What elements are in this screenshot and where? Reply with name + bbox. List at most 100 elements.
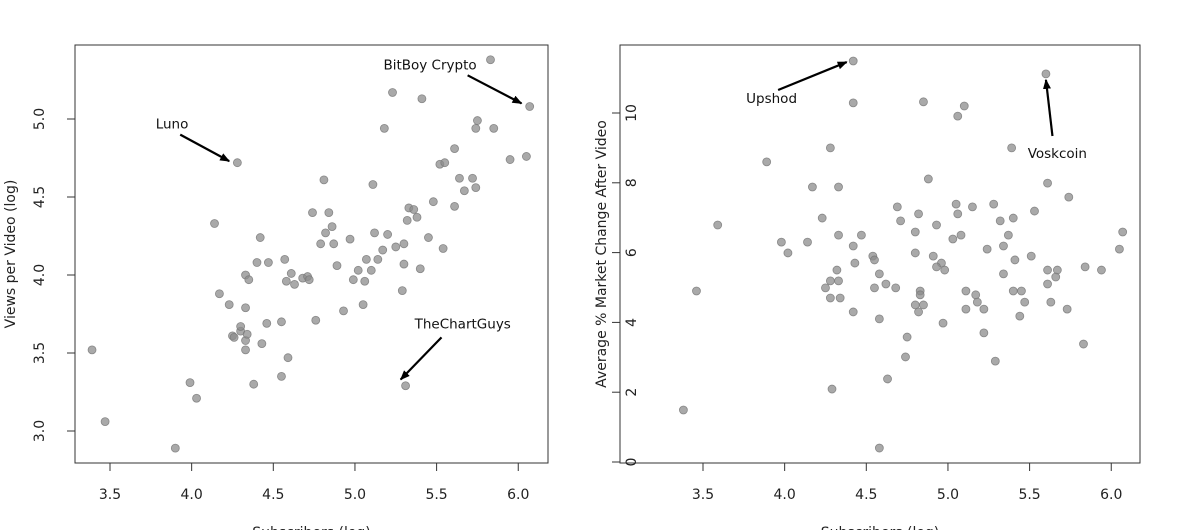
data-point [1010, 255, 1020, 265]
data-point [825, 276, 835, 286]
annotation-label: TheChartGuys [414, 316, 511, 332]
data-point [378, 245, 388, 255]
data-point [940, 265, 950, 275]
data-point [979, 304, 989, 314]
x-axis-label: Subscribers (log) [252, 525, 371, 530]
data-point [242, 329, 252, 339]
data-point [486, 55, 495, 65]
data-point [835, 293, 845, 303]
data-point [473, 116, 482, 125]
data-point [1079, 339, 1088, 349]
annotation-label: Upshod [746, 91, 797, 107]
data-point [834, 230, 843, 240]
data-point [290, 279, 299, 289]
data-point [450, 201, 459, 211]
data-point [185, 378, 195, 388]
x-tick-label: 5.0 [937, 487, 959, 503]
data-point [982, 244, 992, 254]
x-tick-label: 4.5 [855, 487, 877, 503]
data-point [304, 275, 314, 285]
data-point [914, 307, 923, 317]
data-point [324, 208, 334, 218]
data-point [1008, 286, 1018, 296]
data-point [762, 157, 772, 167]
data-point [264, 258, 273, 267]
data-point [883, 374, 892, 384]
data-point [1008, 213, 1018, 223]
data-point [229, 332, 239, 342]
data-point [468, 173, 477, 183]
data-point [870, 283, 879, 293]
data-point [1064, 192, 1074, 202]
data-point [170, 443, 180, 453]
x-tick-label: 6.0 [1100, 487, 1122, 503]
data-point [321, 228, 330, 238]
data-point [825, 293, 835, 303]
data-point [402, 215, 412, 225]
data-point [874, 314, 884, 324]
data-point [373, 254, 383, 264]
data-point [412, 212, 422, 222]
y-tick-label: 5.0 [32, 108, 48, 130]
data-point [388, 88, 397, 97]
data-point [971, 290, 981, 300]
views-vs-subscribers-panel: 3.5 4.0 4.5 5.0 5.5 6.0 3.0 3.5 4.0 4.5 5.0 Subscri… [3, 44, 549, 530]
data-point [932, 220, 941, 230]
annotation-arrow [467, 74, 523, 105]
data-point [848, 56, 858, 66]
annotation-arrow [399, 336, 443, 381]
data-point [370, 228, 379, 238]
data-point [848, 307, 858, 317]
y-tick-label: 4 [624, 318, 640, 327]
x-tick-label: 4.5 [262, 487, 284, 503]
data-point [391, 242, 401, 252]
data-point [999, 241, 1008, 251]
data-point [995, 216, 1005, 226]
data-point [923, 174, 933, 184]
annotation-label: Voskcoin [1028, 146, 1087, 162]
x-tick-label: 3.5 [99, 487, 121, 503]
data-point [215, 289, 224, 299]
x-tick-label: 5.5 [1018, 487, 1040, 503]
data-point [827, 384, 837, 394]
data-point [277, 371, 286, 381]
data-point [87, 345, 97, 355]
data-point [283, 353, 293, 363]
y-tick-label: 0 [624, 458, 640, 467]
data-point [953, 209, 963, 219]
data-point [832, 265, 842, 275]
data-point [834, 276, 843, 286]
data-point [281, 276, 291, 286]
data-point [192, 393, 201, 403]
annotation-arrow [1042, 78, 1054, 137]
data-point [505, 155, 515, 164]
data-point [241, 303, 250, 313]
data-point [316, 239, 326, 249]
data-point [999, 269, 1008, 279]
data-point [1043, 265, 1052, 275]
data-point [679, 405, 688, 415]
data-point [252, 258, 262, 267]
data-point [257, 339, 267, 349]
data-point [953, 111, 963, 121]
x-tick-label: 4.0 [181, 487, 203, 503]
annotation-arrow [777, 61, 848, 91]
y-tick-label: 3.0 [32, 420, 48, 442]
data-point [713, 220, 723, 230]
data-point [817, 213, 827, 223]
data-point [891, 283, 901, 293]
data-point [308, 208, 317, 218]
x-tick-label: 3.5 [692, 487, 714, 503]
data-point [415, 264, 425, 274]
data-point [339, 306, 348, 316]
data-point [232, 158, 242, 168]
data-point [1003, 230, 1013, 240]
annotation-label: Luno [156, 117, 189, 133]
data-point [241, 345, 250, 355]
data-point [277, 317, 286, 327]
data-point [848, 98, 858, 108]
data-point [850, 258, 860, 268]
data-point [1026, 251, 1036, 261]
data-point [961, 286, 971, 296]
data-point [383, 230, 393, 239]
